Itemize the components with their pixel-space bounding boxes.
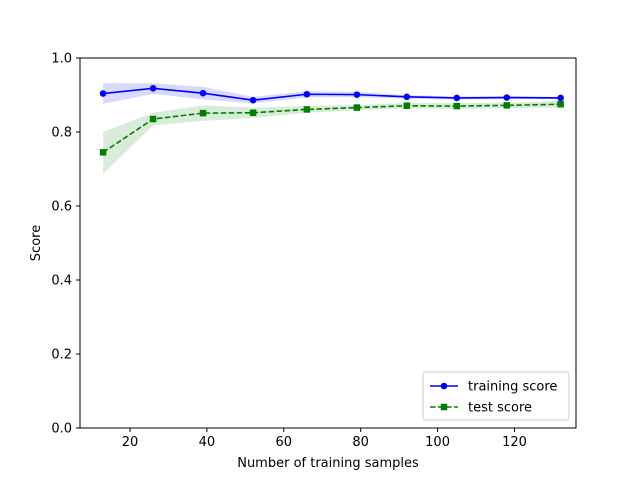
series-lines bbox=[102, 87, 561, 154]
training-score-point bbox=[557, 94, 564, 102]
x-tick-label: 120 bbox=[502, 435, 527, 450]
training-score-point bbox=[303, 90, 311, 98]
legend: training score test score bbox=[422, 371, 570, 421]
test-score-band bbox=[103, 100, 561, 175]
legend-test-score-label: test score bbox=[468, 401, 532, 416]
training-score-band bbox=[103, 83, 561, 104]
training-score-point bbox=[503, 94, 511, 101]
x-tick-label: 60 bbox=[276, 435, 293, 450]
test-score-point bbox=[149, 115, 157, 123]
x-axis-label: Number of training samples bbox=[237, 456, 419, 471]
y-tick-label: 0.6 bbox=[51, 200, 72, 215]
plot-frame bbox=[79, 57, 577, 429]
y-axis-label: Score bbox=[29, 225, 44, 261]
test-score-point bbox=[303, 106, 311, 113]
test-score-point bbox=[353, 104, 361, 111]
test-score-line bbox=[102, 103, 561, 154]
x-axis-ticks: 20 40 60 80 100 120 bbox=[122, 428, 527, 450]
legend-box bbox=[422, 371, 570, 421]
legend-test-score-marker bbox=[440, 403, 448, 411]
training-score-point bbox=[249, 96, 257, 104]
y-tick-label: 0.8 bbox=[51, 126, 72, 141]
training-score-point bbox=[199, 89, 207, 97]
test-score-point bbox=[403, 102, 411, 109]
x-tick-label: 100 bbox=[425, 435, 450, 450]
legend-training-score-label: training score bbox=[468, 380, 557, 395]
training-score-point bbox=[353, 91, 361, 98]
y-tick-label: 0.0 bbox=[51, 422, 72, 437]
training-score-point bbox=[99, 90, 107, 97]
x-tick-label: 20 bbox=[122, 435, 139, 450]
y-tick-label: 0.4 bbox=[51, 274, 72, 289]
test-score-point bbox=[557, 101, 564, 108]
series-markers bbox=[99, 85, 564, 156]
x-tick-label: 80 bbox=[352, 435, 369, 450]
legend-training-score-marker bbox=[440, 382, 448, 390]
x-tick-label: 40 bbox=[199, 435, 216, 450]
confidence-bands bbox=[103, 83, 561, 175]
training-score-point bbox=[149, 85, 157, 92]
test-score-point bbox=[503, 102, 511, 109]
test-score-point bbox=[99, 149, 107, 156]
test-score-point bbox=[249, 109, 257, 117]
training-score-line bbox=[102, 87, 561, 101]
training-score-point bbox=[403, 93, 411, 101]
y-axis-ticks: 0.0 0.2 0.4 0.6 0.8 1.0 bbox=[51, 52, 80, 437]
training-score-point bbox=[453, 94, 461, 102]
y-tick-label: 0.2 bbox=[51, 348, 72, 363]
test-score-point bbox=[453, 102, 461, 110]
y-tick-label: 1.0 bbox=[51, 52, 72, 67]
test-score-point bbox=[199, 109, 207, 117]
